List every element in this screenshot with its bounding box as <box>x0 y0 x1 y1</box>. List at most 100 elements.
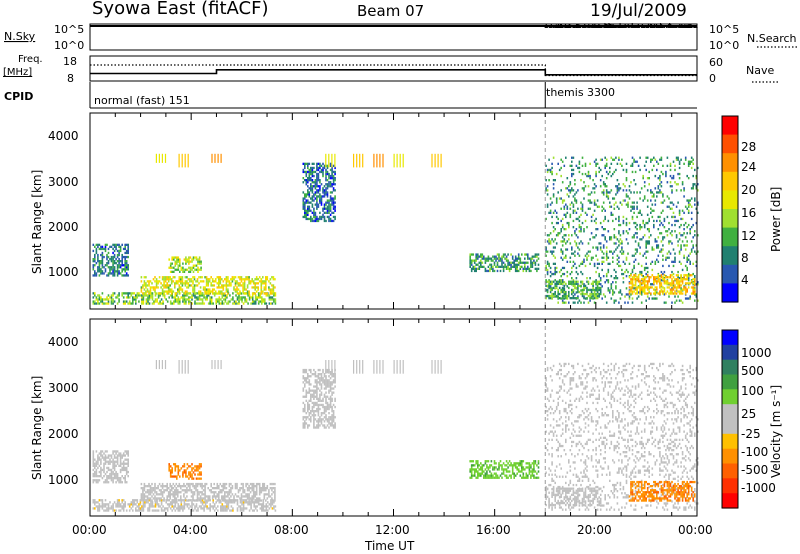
power-echo-cell <box>648 280 650 283</box>
power-echo-cell <box>636 288 638 291</box>
velocity-echo-cell <box>177 467 180 470</box>
power-echo-cell <box>508 269 511 273</box>
power-echo-cell <box>272 278 275 281</box>
power-echo-cell <box>561 266 564 270</box>
power-echo-cell <box>674 284 676 287</box>
power-echo-cell <box>592 179 594 182</box>
power-echo-cell <box>599 158 602 161</box>
power-echo-cell <box>127 243 129 246</box>
power-echo-cell <box>178 276 181 279</box>
velocity-echo-cell <box>98 503 101 506</box>
velocity-echo-cell <box>106 477 108 480</box>
power-echo-cell <box>545 280 547 283</box>
velocity-echo-cell <box>249 487 252 490</box>
power-echo-cell <box>311 185 314 188</box>
power-echo-cell <box>122 296 125 299</box>
power-echo-cell <box>671 290 673 293</box>
power-echo-cell <box>648 177 650 180</box>
velocity-echo-cell <box>228 482 231 486</box>
power-echo-cell <box>319 166 321 170</box>
power-echo-cell <box>239 282 241 285</box>
power-echo-cell <box>668 228 670 231</box>
power-echo-cell <box>305 174 308 178</box>
power-echo-cell <box>697 189 699 192</box>
velocity-echo-cell <box>186 505 189 508</box>
power-echo-cell <box>571 280 573 283</box>
velocity-echo-cell <box>186 491 188 494</box>
power-echo-cell <box>158 292 161 295</box>
power-echo-cell <box>618 301 620 304</box>
power-echo-cell <box>331 199 333 202</box>
power-echo-cell <box>477 257 479 260</box>
power-echo-cell <box>204 286 206 289</box>
power-echo-cell <box>662 258 664 261</box>
power-echo-cell <box>121 294 123 297</box>
power-echo-cell <box>537 253 540 256</box>
velocity-echo-cell <box>302 422 305 425</box>
power-echo-cell <box>675 288 678 291</box>
power-echo-cell <box>251 280 253 283</box>
power-echo-cell <box>113 253 116 257</box>
power-echo-cell <box>183 292 185 295</box>
power-echo-cell <box>552 187 555 190</box>
power-echo-cell <box>563 213 566 216</box>
power-echo-cell <box>587 288 590 292</box>
power-echo-cell <box>595 174 597 178</box>
power-echo-cell <box>625 177 628 180</box>
power-echo-cell <box>551 282 553 285</box>
power-echo-cell <box>569 189 572 192</box>
power-echo-cell <box>302 215 305 219</box>
power-echo-cell <box>618 230 620 233</box>
power-echo-cell <box>142 284 144 287</box>
velocity-echo-cell <box>166 495 168 498</box>
power-echo-cell <box>692 185 694 188</box>
power-echo-cell <box>155 286 158 289</box>
velocity-echo-cell <box>192 485 194 488</box>
power-echo-cell <box>593 209 596 212</box>
power-echo-cell <box>110 294 113 297</box>
power-echo-cell <box>166 276 168 279</box>
velocity-echo-cell <box>140 497 143 500</box>
power-echo-cell <box>645 276 647 279</box>
power-echo-cell <box>118 294 120 297</box>
power-echo-cell <box>616 238 619 241</box>
power-echo-cell <box>640 278 643 281</box>
velocity-echo-cell <box>112 458 114 461</box>
velocity-echo-cell <box>110 475 113 478</box>
power-echo-cell <box>548 240 550 243</box>
power-echo-cell <box>307 213 309 216</box>
power-echo-cell <box>320 170 323 174</box>
power-echo-cell <box>615 156 617 159</box>
power-echo-cell <box>598 294 600 298</box>
velocity-echo-cell <box>214 497 217 500</box>
velocity-echo-cell <box>138 505 140 508</box>
power-echo-cell <box>680 262 682 265</box>
power-echo-cell <box>92 260 95 263</box>
power-echo-cell <box>95 262 98 265</box>
power-echo-cell <box>627 242 629 245</box>
power-echo-cell <box>615 277 617 280</box>
power-echo-cell <box>551 201 553 204</box>
velocity-echo-cell <box>196 497 199 500</box>
power-echo-cell <box>184 282 187 285</box>
power-echo-cell <box>504 257 506 260</box>
velocity-echo-cell <box>173 463 175 466</box>
power-echo-cell <box>590 201 593 204</box>
velocity-echo-cell <box>191 463 193 466</box>
power-echo-cell <box>334 215 336 219</box>
power-echo-cell <box>631 162 634 165</box>
power-echo-cell <box>643 195 646 198</box>
power-echo-cell <box>214 280 217 283</box>
power-echo-cell <box>692 244 694 247</box>
power-echo-cell <box>269 292 272 295</box>
power-colorbar-frame <box>721 115 739 303</box>
power-echo-cell <box>639 191 641 194</box>
velocity-echo-cell <box>273 501 275 504</box>
power-echo-cell <box>307 193 309 196</box>
velocity-echo-cell <box>305 393 308 396</box>
power-echo-cell <box>320 164 323 167</box>
power-echo-cell <box>236 302 239 305</box>
velocity-echo-cell <box>198 505 201 508</box>
power-echo-cell <box>148 290 150 293</box>
power-echo-cell <box>671 280 673 283</box>
